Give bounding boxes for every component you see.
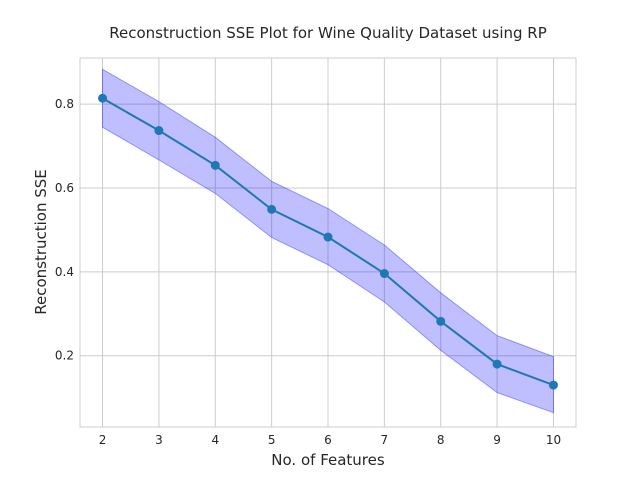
y-tick-labels: 0.2 0.4 0.6 0.8 — [55, 97, 74, 363]
x-tick-label: 6 — [324, 433, 332, 447]
grid — [80, 58, 576, 427]
data-point — [492, 359, 502, 369]
chart-title: Reconstruction SSE Plot for Wine Quality… — [109, 24, 547, 42]
y-tick-label: 0.8 — [55, 97, 74, 111]
data-point — [154, 126, 164, 136]
x-tick-label: 10 — [546, 433, 561, 447]
x-tick-label: 3 — [155, 433, 163, 447]
data-point — [436, 316, 446, 326]
data-point — [210, 160, 220, 170]
x-tick-label: 9 — [493, 433, 501, 447]
y-axis-label: Reconstruction SSE — [32, 169, 50, 315]
x-tick-label: 7 — [381, 433, 389, 447]
x-tick-label: 2 — [99, 433, 107, 447]
x-tick-label: 5 — [268, 433, 276, 447]
plot-frame — [79, 57, 577, 428]
data-point — [548, 380, 558, 390]
y-tick-label: 0.2 — [55, 349, 74, 363]
x-tick-label: 8 — [437, 433, 445, 447]
x-tick-labels: 2 3 4 5 6 7 8 9 10 — [99, 433, 561, 447]
y-tick-label: 0.4 — [55, 265, 74, 279]
data-point — [379, 269, 389, 279]
data-point — [98, 93, 108, 103]
data-point — [267, 204, 277, 214]
series-points-layer — [98, 93, 558, 390]
x-axis-label: No. of Features — [271, 451, 385, 469]
x-tick-label: 4 — [211, 433, 219, 447]
y-tick-label: 0.6 — [55, 181, 74, 195]
data-point — [323, 232, 333, 242]
